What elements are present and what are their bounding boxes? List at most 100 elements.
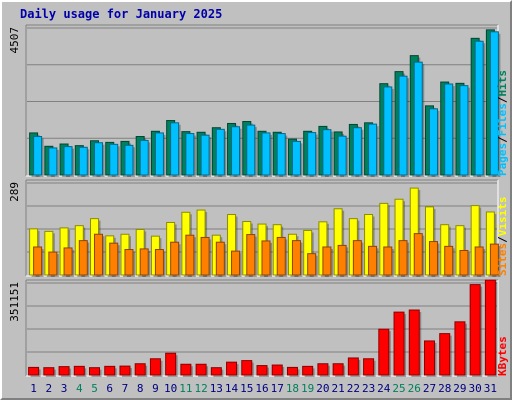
x-tick-label: 9 [152,382,159,395]
sites-bar [398,240,408,276]
ymax-label-kbytes: 351151 [8,282,21,322]
kbytes-bar [271,364,283,376]
x-tick-label: 15 [240,382,253,395]
legend-item-pages: Pages [496,143,509,176]
sites-bar [291,240,301,276]
kbytes-bar [134,363,146,376]
sites-bar [307,253,317,276]
files-bar [139,139,149,176]
legend-separator: / [496,136,509,143]
files-bar [261,132,271,176]
sites-bar [139,248,149,276]
legend-item-sites: Sites [496,243,509,276]
files-bar [322,129,332,176]
legend-item-visits: Visits [496,197,509,237]
files-bar [246,124,256,176]
x-tick-label: 7 [122,382,129,395]
kbytes-bar [104,365,116,376]
sites-bar [94,233,104,276]
files-bar [413,61,423,176]
kbytes-bar [378,328,390,376]
files-bar [231,126,241,176]
legend-item-hits: Hits [496,70,509,97]
x-tick-label: 30 [469,382,482,395]
files-bar [368,123,378,176]
files-bar [489,31,499,176]
kbytes-bar [332,363,344,376]
x-tick-label: 11 [179,382,192,395]
files-bar [109,143,119,176]
kbytes-bar [363,358,375,376]
sites-bar [489,243,499,276]
files-bar [33,136,43,176]
kbytes-bar [149,358,161,376]
x-tick-label: 21 [332,382,345,395]
sites-bar [33,246,43,276]
x-tick-label: 13 [210,382,223,395]
sites-bar [215,241,225,276]
kbytes-bar [210,367,222,376]
sites-bar [246,234,256,276]
kbytes-bar [302,365,314,376]
kbytes-bar [241,360,253,376]
x-tick-label: 3 [61,382,68,395]
kbytes-bar [165,352,177,376]
chart-title: Daily usage for January 2025 [20,7,223,21]
x-tick-label: 27 [423,382,436,395]
files-bar [428,108,438,176]
ymax-label-hits-files: 4507 [8,27,21,54]
sites-bar [337,244,347,276]
sites-bar [63,247,73,276]
x-tick-label: 29 [453,382,466,395]
x-tick-label: 19 [301,382,314,395]
files-bar [444,83,454,176]
x-tick-label: 4 [76,382,83,395]
legend-separator: / [496,236,509,243]
sites-bar [383,246,393,276]
legend-kbytes: KBytes [496,336,509,376]
sites-bar [474,246,484,276]
kbytes-bar [119,365,131,376]
files-bar [337,135,347,176]
sites-bar [170,241,180,276]
kbytes-bar [89,367,101,376]
files-bar [307,132,317,176]
files-bar [124,144,134,176]
files-bar [474,40,484,176]
x-tick-label: 6 [106,382,113,395]
kbytes-bar [73,365,85,376]
x-tick-label: 18 [286,382,299,395]
kbytes-bar [454,321,466,376]
files-bar [48,147,58,176]
legend-visits-sites: Sites/Visits [496,197,509,277]
x-tick-label: 24 [377,382,391,395]
files-bar [276,133,286,176]
sites-bar [48,251,58,276]
kbytes-bar [439,333,451,376]
files-bar [291,140,301,176]
kbytes-bar [393,311,405,376]
x-tick-label: 28 [438,382,451,395]
kbytes-bar [408,309,420,376]
x-tick-label: 14 [225,382,239,395]
x-tick-label: 5 [91,382,98,395]
sites-bar [185,234,195,276]
x-tick-label: 25 [392,382,405,395]
files-bar [154,132,164,176]
x-tick-label: 8 [137,382,144,395]
sites-bar [352,240,362,276]
kbytes-bar [286,366,298,376]
kbytes-bar [469,284,481,376]
kbytes-bar [484,279,496,376]
kbytes-bar [423,340,435,376]
x-tick-label: 1 [30,382,37,395]
kbytes-bar [58,366,70,376]
sites-bar [109,242,119,276]
sites-bar [124,249,134,276]
sites-bar [200,236,210,276]
sites-bar [322,246,332,276]
kbytes-bar [347,357,359,376]
sites-bar [368,245,378,276]
x-tick-label: 20 [316,382,329,395]
